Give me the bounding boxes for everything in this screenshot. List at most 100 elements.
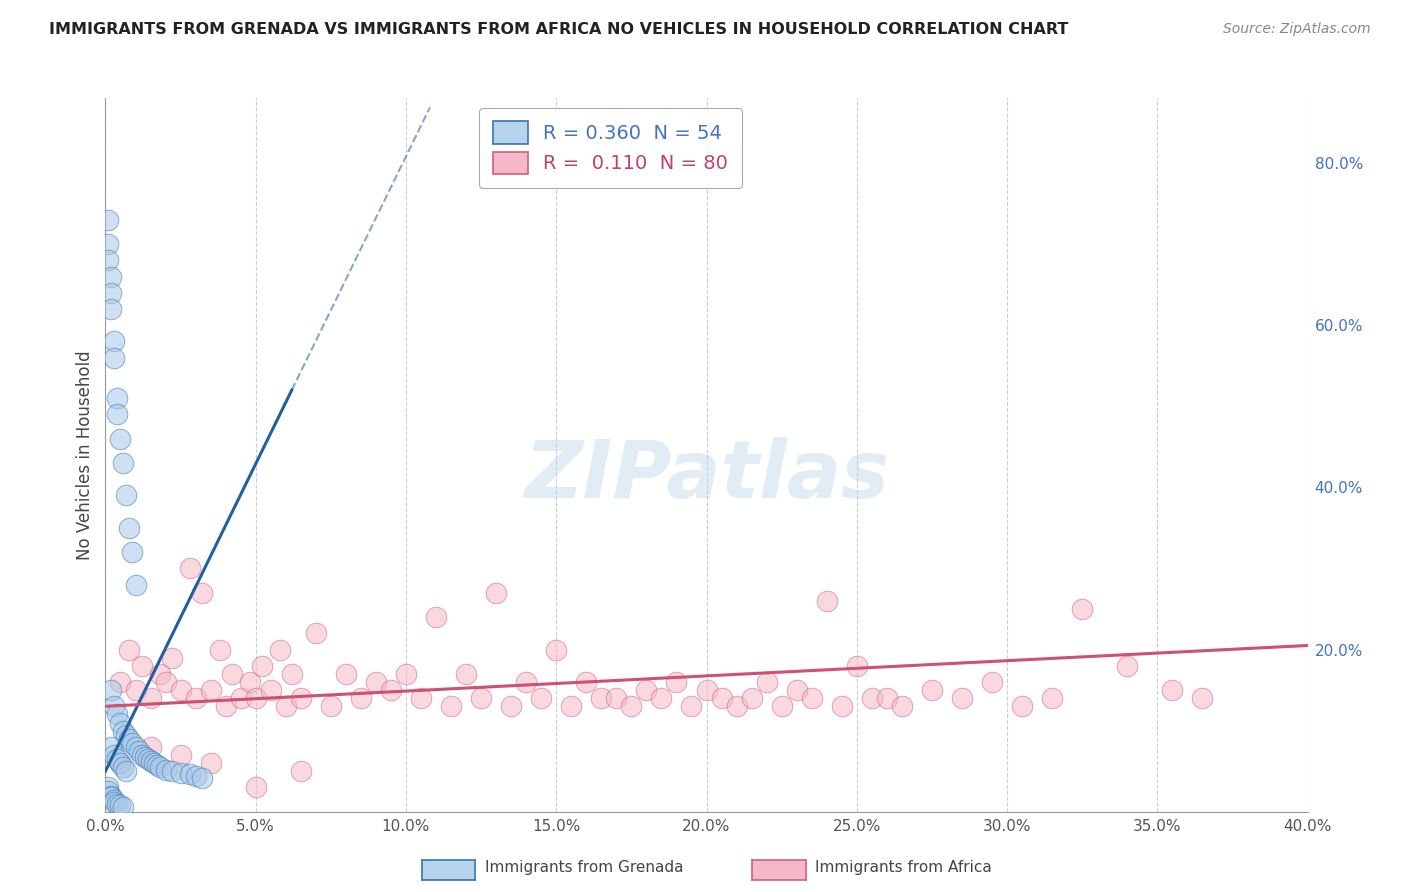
- Point: [950, 691, 973, 706]
- Point: [269, 642, 291, 657]
- Point: [148, 666, 170, 681]
- Point: [100, 683, 122, 698]
- Point: [409, 691, 432, 706]
- Point: [184, 691, 207, 706]
- Point: [546, 642, 568, 657]
- Point: [214, 699, 236, 714]
- Point: [650, 691, 672, 706]
- Point: [364, 675, 387, 690]
- Point: [139, 691, 162, 706]
- Point: [221, 666, 243, 681]
- Point: [200, 756, 222, 770]
- Point: [239, 675, 262, 690]
- Point: [245, 780, 267, 795]
- Text: Immigrants from Grenada: Immigrants from Grenada: [485, 861, 683, 875]
- Point: [169, 683, 191, 698]
- Point: [121, 736, 143, 750]
- Point: [250, 658, 273, 673]
- Point: [142, 756, 165, 770]
- Point: [107, 408, 129, 422]
- Point: [136, 752, 159, 766]
- Point: [169, 765, 191, 780]
- Point: [100, 789, 122, 803]
- Point: [131, 747, 153, 762]
- Point: [591, 691, 613, 706]
- Point: [786, 683, 808, 698]
- Point: [110, 756, 132, 770]
- Point: [115, 488, 138, 502]
- Point: [139, 755, 162, 769]
- Point: [501, 699, 523, 714]
- Point: [454, 666, 477, 681]
- Point: [1011, 699, 1033, 714]
- Point: [112, 723, 135, 738]
- Point: [121, 545, 143, 559]
- Point: [845, 658, 868, 673]
- Point: [755, 675, 778, 690]
- Point: [107, 391, 129, 405]
- Text: Immigrants from Africa: Immigrants from Africa: [815, 861, 993, 875]
- Point: [515, 675, 537, 690]
- Point: [440, 699, 463, 714]
- Point: [103, 351, 125, 365]
- Point: [981, 675, 1004, 690]
- Legend: R = 0.360  N = 54, R =  0.110  N = 80: R = 0.360 N = 54, R = 0.110 N = 80: [479, 108, 742, 187]
- Text: IMMIGRANTS FROM GRENADA VS IMMIGRANTS FROM AFRICA NO VEHICLES IN HOUSEHOLD CORRE: IMMIGRANTS FROM GRENADA VS IMMIGRANTS FR…: [49, 22, 1069, 37]
- Point: [100, 739, 122, 754]
- Point: [169, 747, 191, 762]
- Point: [200, 683, 222, 698]
- Point: [305, 626, 328, 640]
- Point: [97, 253, 120, 268]
- Point: [100, 301, 122, 316]
- Point: [831, 699, 853, 714]
- Point: [179, 767, 201, 781]
- Point: [118, 521, 141, 535]
- Point: [1191, 691, 1213, 706]
- Point: [131, 658, 153, 673]
- Point: [725, 699, 748, 714]
- Point: [741, 691, 763, 706]
- Point: [103, 747, 125, 762]
- Point: [281, 666, 304, 681]
- Point: [860, 691, 883, 706]
- Point: [160, 650, 183, 665]
- Point: [1071, 602, 1094, 616]
- Point: [110, 715, 132, 730]
- Point: [575, 675, 598, 690]
- Point: [103, 795, 125, 809]
- Point: [1040, 691, 1063, 706]
- Point: [115, 728, 138, 742]
- Point: [470, 691, 492, 706]
- Point: [103, 792, 125, 806]
- Point: [665, 675, 688, 690]
- Point: [134, 749, 156, 764]
- Point: [395, 666, 418, 681]
- Point: [208, 642, 231, 657]
- Point: [179, 561, 201, 575]
- Text: Source: ZipAtlas.com: Source: ZipAtlas.com: [1223, 22, 1371, 37]
- Point: [160, 764, 183, 779]
- Point: [485, 586, 508, 600]
- Point: [560, 699, 582, 714]
- Point: [97, 237, 120, 252]
- Point: [110, 675, 132, 690]
- Point: [190, 771, 212, 785]
- Point: [112, 800, 135, 814]
- Point: [636, 683, 658, 698]
- Text: ZIPatlas: ZIPatlas: [524, 437, 889, 516]
- Point: [815, 594, 838, 608]
- Point: [103, 699, 125, 714]
- Point: [124, 577, 146, 591]
- Point: [115, 764, 138, 779]
- Point: [103, 334, 125, 349]
- Point: [770, 699, 793, 714]
- Point: [107, 797, 129, 811]
- Point: [118, 642, 141, 657]
- Point: [245, 691, 267, 706]
- Point: [380, 683, 402, 698]
- Point: [100, 269, 122, 284]
- Point: [890, 699, 912, 714]
- Point: [350, 691, 373, 706]
- Point: [800, 691, 823, 706]
- Point: [335, 666, 357, 681]
